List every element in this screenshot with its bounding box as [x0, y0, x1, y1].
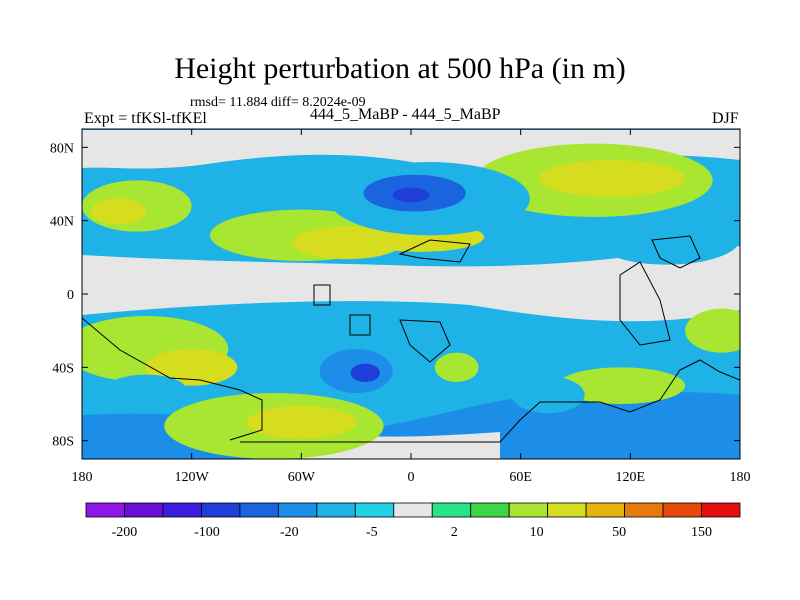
contour-region-10	[593, 213, 740, 265]
colorbar-swatch	[354, 502, 395, 518]
colorbar-swatch	[624, 502, 664, 518]
colorbar-labels: -200 -100 -20 -5 2 10 50 150	[112, 525, 712, 540]
coastline-africa	[399, 319, 451, 363]
colorbar-swatch	[277, 502, 318, 518]
colorbar-label: 10	[530, 525, 544, 540]
y-tick-label: 80N	[50, 141, 74, 156]
colorbar-label: 2	[451, 525, 458, 540]
colorbar-swatch	[85, 502, 125, 518]
colorbar-label: 150	[691, 525, 712, 540]
contour-region-9	[392, 187, 430, 203]
x-tick-label: 180	[72, 470, 93, 485]
x-tick-label: 60E	[509, 470, 532, 485]
contour-region-4	[91, 198, 146, 225]
x-tick-label: 120E	[616, 470, 646, 485]
neutral-band-north	[82, 130, 740, 175]
chart-title: Height perturbation at 500 hPa (in m)	[174, 52, 626, 85]
coastline-australia	[619, 261, 671, 346]
coastline-island	[313, 284, 331, 306]
contour-region-21	[434, 352, 479, 383]
colorbar-swatch	[124, 502, 164, 518]
contour-region-12	[145, 349, 238, 386]
contour-region-16	[350, 363, 380, 383]
colorbar-swatch	[431, 502, 472, 518]
contour-region-17	[557, 367, 686, 404]
colorbar-swatch	[393, 502, 433, 518]
contour-region-20	[685, 308, 740, 353]
season-label: DJF	[712, 110, 739, 127]
coastline-mediterranean	[398, 239, 471, 263]
coastline-antarctica	[240, 359, 740, 443]
contour-region-14	[246, 405, 357, 439]
colorbar-swatch	[239, 502, 279, 518]
colorbar-label: -20	[280, 525, 299, 540]
coastline-asia	[651, 235, 701, 269]
colorbar	[85, 502, 741, 518]
colorbar-swatch	[547, 502, 587, 518]
colorbar-label: -100	[194, 525, 220, 540]
contour-region-18	[511, 376, 585, 414]
coastline-south-america	[82, 317, 263, 441]
colorbar-swatch	[701, 502, 741, 518]
x-tick-label: 120W	[175, 470, 210, 485]
y-tick-label: 80S	[52, 435, 74, 450]
y-tick-label: 40S	[52, 361, 74, 376]
x-tick-label: 60W	[288, 470, 316, 485]
colorbar-swatch	[585, 502, 625, 518]
contour-field	[82, 129, 740, 459]
colorbar-label: -200	[112, 525, 138, 540]
y-tick-label: 40N	[50, 215, 74, 230]
x-tick-label: 0	[408, 470, 415, 485]
contour-region-19	[105, 374, 187, 405]
coastline-island	[349, 314, 371, 336]
rmsd-stats-label: rmsd= 11.884 diff= 8.2024e-09	[190, 95, 366, 110]
colorbar-swatch	[162, 502, 202, 518]
colorbar-label: 50	[612, 525, 626, 540]
y-tick-label: 0	[67, 288, 74, 303]
colorbar-swatch	[508, 502, 549, 518]
case-label: 444_5_MaBP - 444_5_MaBP	[310, 106, 501, 123]
x-tick-label: 180	[730, 470, 751, 485]
colorbar-swatch	[662, 502, 702, 518]
contour-region-6	[538, 160, 686, 197]
colorbar-label: -5	[366, 525, 378, 540]
colorbar-swatch	[201, 502, 241, 518]
neutral-band	[82, 246, 740, 322]
colorbar-swatch	[316, 502, 356, 518]
x-axis: 180 120W 60W 0 60E 120E 180	[72, 129, 751, 485]
y-axis: 80N 40N 0 40S 80S	[50, 141, 740, 450]
colorbar-swatch	[470, 502, 510, 518]
experiment-label: Expt = tfKSl-tfKEl	[84, 110, 207, 127]
